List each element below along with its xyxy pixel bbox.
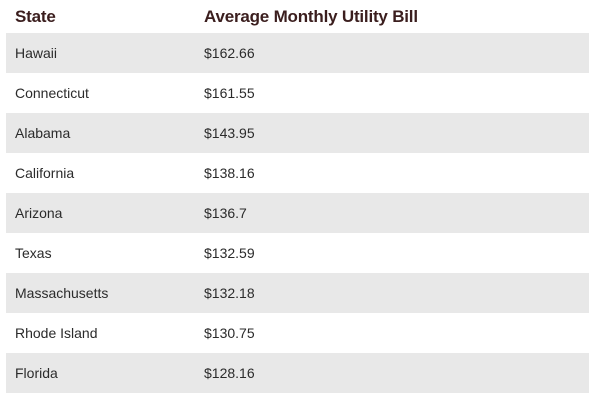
utility-bill-table: State Average Monthly Utility Bill Hawai… xyxy=(6,0,589,393)
table-row: Connecticut $161.55 xyxy=(6,73,589,113)
column-header-state: State xyxy=(15,6,56,26)
state-cell: Florida xyxy=(6,353,195,393)
table-row: Massachusetts $132.18 xyxy=(6,273,589,313)
bill-cell: $143.95 xyxy=(195,113,589,153)
state-cell: California xyxy=(6,153,195,193)
table-row: Texas $132.59 xyxy=(6,233,589,273)
bill-cell: $132.18 xyxy=(195,273,589,313)
header-row: State Average Monthly Utility Bill xyxy=(6,0,589,33)
state-cell: Massachusetts xyxy=(6,273,195,313)
table-row: Rhode Island $130.75 xyxy=(6,313,589,353)
bill-cell: $128.16 xyxy=(195,353,589,393)
bill-cell: $138.16 xyxy=(195,153,589,193)
state-cell: Hawaii xyxy=(6,33,195,73)
bill-cell: $130.75 xyxy=(195,313,589,353)
table-row: Alabama $143.95 xyxy=(6,113,589,153)
column-header-bill: Average Monthly Utility Bill xyxy=(204,6,418,26)
state-cell: Connecticut xyxy=(6,73,195,113)
state-cell: Rhode Island xyxy=(6,313,195,353)
bill-cell: $132.59 xyxy=(195,233,589,273)
table-body: Hawaii $162.66 Connecticut $161.55 Alaba… xyxy=(6,33,589,393)
table-header: State Average Monthly Utility Bill xyxy=(6,0,589,33)
table-row: Arizona $136.7 xyxy=(6,193,589,233)
table-row: California $138.16 xyxy=(6,153,589,193)
state-cell: Texas xyxy=(6,233,195,273)
state-cell: Alabama xyxy=(6,113,195,153)
table-row: Hawaii $162.66 xyxy=(6,33,589,73)
bill-cell: $162.66 xyxy=(195,33,589,73)
bill-cell: $161.55 xyxy=(195,73,589,113)
bill-cell: $136.7 xyxy=(195,193,589,233)
table-row: Florida $128.16 xyxy=(6,353,589,393)
state-cell: Arizona xyxy=(6,193,195,233)
